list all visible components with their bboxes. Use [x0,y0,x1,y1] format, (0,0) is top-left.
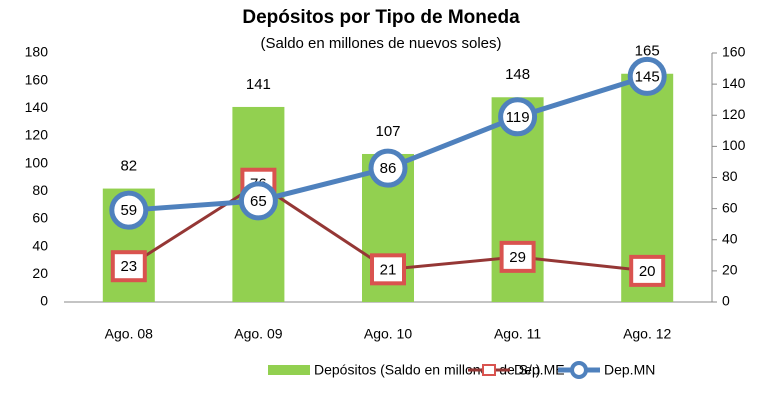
y-tick-label: 0 [40,293,48,309]
x-tick-label: Ago. 12 [623,326,671,342]
legend-marker [482,364,496,376]
point-value-label: 59 [120,202,137,219]
point-value-label: 86 [380,160,397,177]
bar-value-label: 82 [120,158,137,175]
point-value-label: 145 [635,68,660,85]
y-tick-label: 160 [25,71,49,87]
y-tick-label: 40 [32,237,48,253]
y-tick-label: 120 [25,127,49,143]
y2-tick-label: 140 [722,75,746,91]
x-tick-label: Ago. 11 [494,326,541,342]
point-marker [370,253,406,286]
y2-tick-label: 100 [722,137,746,153]
legend-marker [570,361,588,379]
y-tick-label: 140 [25,99,49,115]
y-tick-label: 80 [32,182,48,198]
legend-label: Dep.ME [514,362,565,378]
bar-value-label: 107 [375,123,400,140]
y2-tick-label: 60 [722,199,738,215]
legend-swatch [268,365,310,375]
bar-value-label: 148 [505,66,530,83]
point-value-label: 119 [506,109,530,126]
x-tick-label: Ago. 09 [234,326,282,342]
point-marker [627,56,667,96]
y-tick-label: 180 [25,44,49,60]
y-tick-label: 20 [32,265,48,281]
point-marker [499,240,536,273]
point-marker [498,97,538,137]
y2-tick-label: 40 [722,230,738,246]
y2-tick-label: 80 [722,168,738,184]
point-value-label: 29 [509,249,526,266]
point-marker [238,181,278,221]
bar-value-label: 141 [246,76,271,93]
y-tick-label: 60 [32,210,48,226]
point-marker [629,254,666,287]
point-value-label: 65 [250,193,267,210]
x-tick-label: Ago. 08 [105,326,153,342]
y2-tick-label: 0 [722,293,730,309]
y2-tick-label: 160 [722,44,746,60]
y2-tick-label: 20 [722,262,738,278]
point-value-label: 21 [380,261,397,278]
point-marker [109,190,149,230]
point-value-label: 20 [639,263,656,280]
chart-subtitle: (Saldo en millones de nuevos soles) [261,35,502,52]
y-tick-label: 100 [25,154,49,170]
point-value-label: 23 [120,258,137,275]
x-tick-label: Ago. 10 [364,326,412,342]
y2-tick-label: 120 [722,106,746,122]
point-marker [368,148,408,188]
legend-label: Dep.MN [604,362,655,378]
chart-title: Depósitos por Tipo de Moneda [242,7,520,28]
point-marker [110,250,147,283]
bar-value-label: 165 [635,43,660,60]
